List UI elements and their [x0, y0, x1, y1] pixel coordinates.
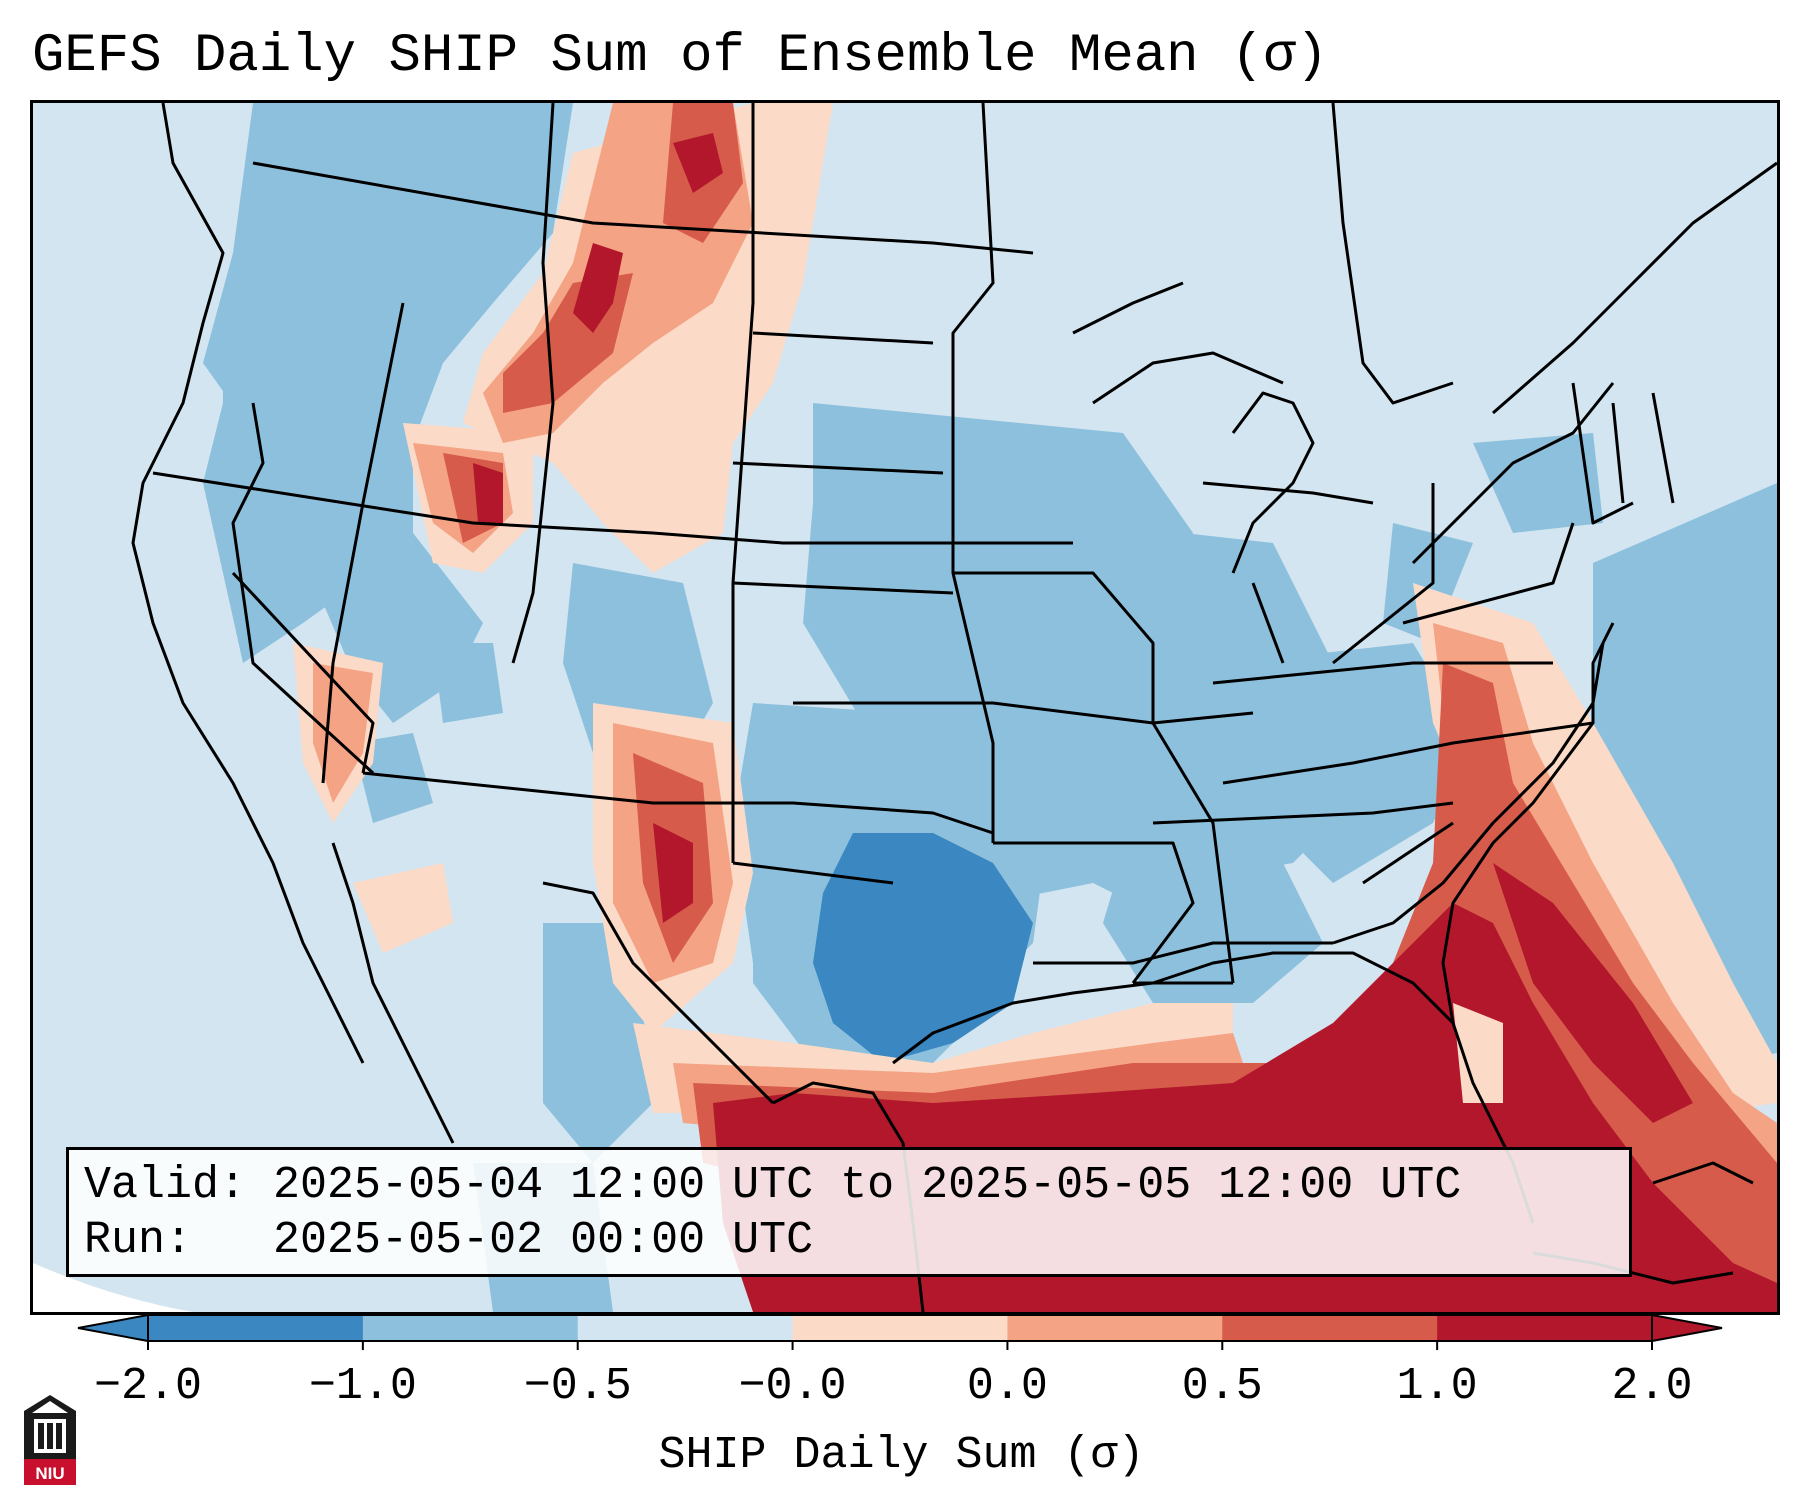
run-value: 2025-05-02 00:00 UTC — [273, 1215, 814, 1266]
valid-value: 2025-05-04 12:00 UTC to 2025-05-05 12:00… — [273, 1160, 1462, 1211]
run-label: Run: — [84, 1215, 193, 1266]
florida-light-band — [1453, 1003, 1503, 1103]
colorbar-tick-label: 1.0 — [1396, 1361, 1478, 1412]
ship-field-map[interactable] — [33, 103, 1777, 1312]
colorbar-segment — [792, 1315, 1008, 1341]
coastlines — [331, 103, 1777, 1312]
niu-logo-icon: NIU — [24, 1395, 76, 1485]
info-box: Valid: 2025-05-04 12:00 UTC to 2025-05-0… — [66, 1147, 1632, 1277]
colorbar-segment — [1007, 1315, 1223, 1341]
page-title: GEFS Daily SHIP Sum of Ensemble Mean (σ) — [32, 26, 1329, 87]
colorbar-segment — [1437, 1315, 1653, 1341]
colorbar-tick-label: −2.0 — [93, 1361, 203, 1412]
colorbar-tick-label: −0.5 — [523, 1361, 632, 1412]
colorbar-border — [147, 1314, 1653, 1342]
state-borders — [131, 103, 1675, 1064]
colorbar-tick-label: 0.5 — [1181, 1361, 1263, 1412]
colorbar-label: SHIP Daily Sum (σ) — [658, 1430, 1145, 1481]
colorbar-segment — [1222, 1315, 1438, 1341]
map-panel[interactable] — [30, 100, 1780, 1315]
colorbar-tick-label: −1.0 — [308, 1361, 417, 1412]
colorbar-segment — [148, 1315, 364, 1341]
colorbar-segment — [577, 1315, 794, 1341]
valid-label: Valid: — [84, 1160, 247, 1211]
colorbar-tick-label: 2.0 — [1611, 1361, 1693, 1412]
anomaly-fill-minus-2 — [813, 833, 1033, 1063]
colorbar — [77, 1314, 1723, 1350]
niu-logo-text: NIU — [35, 1464, 64, 1483]
colorbar-tick-label: −0.0 — [738, 1361, 847, 1412]
colorbar-tick-label: 0.0 — [966, 1361, 1048, 1412]
colorbar-segment — [362, 1315, 579, 1341]
domain-edge-left — [33, 1263, 193, 1312]
colorbar-extend-max — [1651, 1314, 1723, 1343]
colorbar-extend-min — [77, 1314, 149, 1343]
